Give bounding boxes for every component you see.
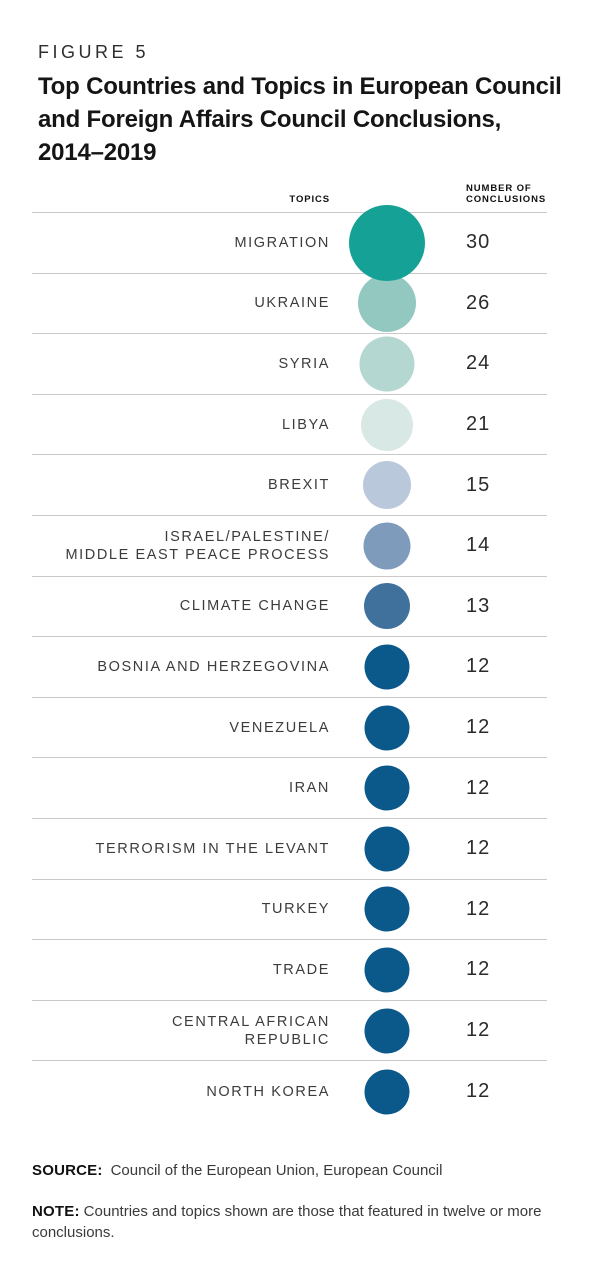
table-row: TURKEY 12 [32,880,547,941]
topic-label: ISRAEL/PALESTINE/ MIDDLE EAST PEACE PROC… [65,528,330,563]
bubble-cell [330,334,444,394]
bubble-cell [330,395,444,455]
bubble-cell [330,577,444,637]
conclusions-count: 26 [466,291,491,314]
topic-label: TRADE [272,961,330,978]
table-row: TERRORISM IN THE LEVANT 12 [32,819,547,880]
value-bubble [364,1008,410,1054]
table-row: ISRAEL/PALESTINE/ MIDDLE EAST PEACE PROC… [32,516,547,577]
bubble-cell [330,940,444,1000]
value-bubble [364,1069,410,1115]
value-bubble [361,398,413,451]
conclusions-count: 12 [466,958,491,981]
conclusions-count: 24 [466,352,491,375]
conclusions-count: 14 [466,534,491,557]
topic-label: BOSNIA AND HERZEGOVINA [97,658,330,675]
table-row: LIBYA 21 [32,395,547,456]
table-row: TRADE 12 [32,940,547,1001]
table-row: UKRAINE 26 [32,274,547,335]
value-bubble [363,522,411,570]
note-label: NOTE: [32,1202,80,1220]
figure-header: FIGURE 5 Top Countries and Topics in Eur… [0,0,600,169]
value-bubble [363,461,411,510]
figure-title: Top Countries and Topics in European Cou… [38,70,570,169]
topic-label: VENEZUELA [229,719,330,736]
source-label: SOURCE: [32,1161,103,1179]
topic-label: UKRAINE [254,295,330,312]
table-row: MIGRATION 30 [32,204,547,281]
topic-label: SYRIA [278,355,330,372]
value-bubble [358,274,416,333]
table-row: NORTH KOREA 12 [32,1061,547,1122]
source-line: SOURCE: Council of the European Union, Eu… [32,1160,570,1181]
value-bubble [364,886,410,932]
bubble-cell [330,880,444,940]
value-bubble [364,826,410,872]
conclusions-count: 12 [466,897,491,920]
value-bubble [364,705,410,751]
conclusions-count: 13 [466,594,491,617]
bubble-cell [330,819,444,879]
topic-label: LIBYA [281,416,330,433]
bubble-cell [330,455,444,515]
bubble-cell [330,698,444,758]
value-bubble [364,583,410,630]
conclusions-table: TOPICS NUMBER OF CONCLUSIONS MIGRATION 30… [32,183,547,1122]
value-bubble [364,947,410,993]
value-bubble [359,336,415,392]
value-bubble [364,765,410,811]
topic-label: CENTRAL AFRICAN REPUBLIC [171,1013,330,1048]
topic-label: IRAN [288,780,330,797]
bubble-cell [330,274,444,334]
table-row: CENTRAL AFRICAN REPUBLIC 12 [32,1001,547,1062]
note-line: NOTE: Countries and topics shown are thos… [32,1201,559,1243]
topic-label: MIGRATION [234,234,330,251]
table-row: VENEZUELA 12 [32,698,547,759]
bubble-cell [330,1001,444,1061]
conclusions-count: 12 [466,837,491,860]
table-row: BREXIT 15 [32,455,547,516]
table-body: MIGRATION 30 UKRAINE 26 SYRIA 24 LIBYA 21 BREXIT… [32,204,547,1122]
topic-label: CLIMATE CHANGE [179,598,330,615]
figure-title-line-1: Top Countries and Topics in European Cou… [38,73,562,100]
conclusions-count: 12 [466,655,491,678]
topic-label: TURKEY [261,901,330,918]
conclusions-count: 30 [466,231,491,254]
bubble-cell [330,758,444,818]
value-bubble [364,644,410,690]
bubble-cell [330,1061,444,1122]
value-bubble [349,204,425,281]
table-header-row: TOPICS NUMBER OF CONCLUSIONS [32,183,547,213]
table-row: BOSNIA AND HERZEGOVINA 12 [32,637,547,698]
conclusions-count: 12 [466,1019,491,1042]
column-header-number-of-conclusions: NUMBER OF CONCLUSIONS [466,183,547,205]
note-text: Countries and topics shown are those tha… [32,1202,542,1241]
figure-title-line-2: and Foreign Affairs Council Conclusions, [38,106,502,133]
table-row: SYRIA 24 [32,334,547,395]
figure-number-label: FIGURE 5 [38,42,150,62]
conclusions-count: 12 [466,1080,491,1103]
figure-title-line-3: 2014–2019 [38,139,157,166]
topic-label: BREXIT [268,477,330,494]
conclusions-count: 15 [466,473,491,496]
bubble-cell [330,516,444,576]
topic-label: TERRORISM IN THE LEVANT [95,840,330,857]
conclusions-count: 12 [466,716,491,739]
topic-label: NORTH KOREA [206,1083,330,1100]
column-header-topics: TOPICS [289,194,330,205]
conclusions-count: 12 [466,776,491,799]
bubble-cell [330,637,444,697]
source-text: Council of the European Union, European … [110,1161,443,1179]
bubble-cell [330,204,444,281]
table-row: IRAN 12 [32,758,547,819]
conclusions-count: 21 [466,413,491,436]
table-row: CLIMATE CHANGE 13 [32,577,547,638]
